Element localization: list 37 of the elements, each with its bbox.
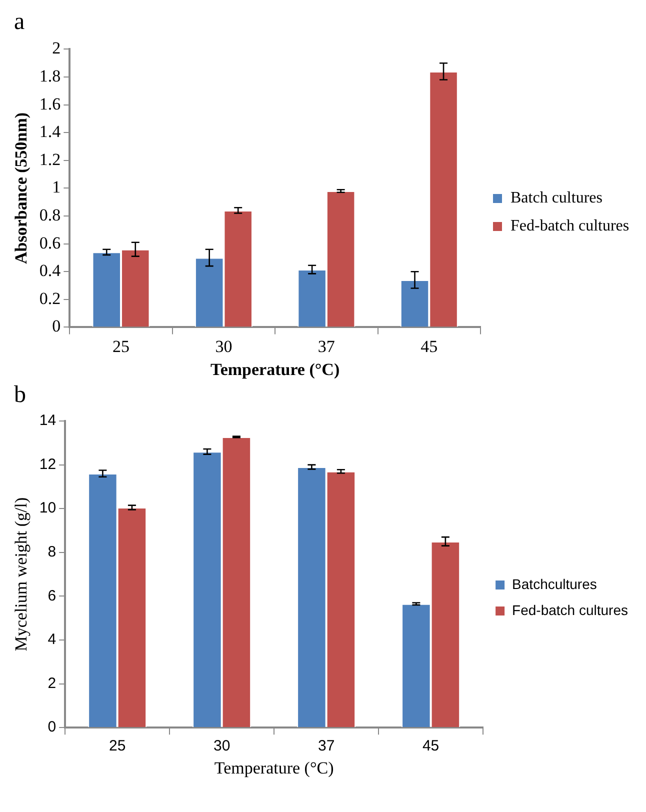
legend-label: Fed-batch cultures — [510, 218, 630, 235]
x-tick-label: 45 — [422, 738, 440, 755]
y-tick-label: 8 — [48, 544, 56, 561]
x-tick-label: 30 — [215, 336, 232, 356]
x-tick-label: 37 — [318, 738, 335, 755]
x-tick-label: 30 — [213, 738, 230, 755]
y-tick-label: 0.4 — [39, 261, 62, 280]
y-tick-label: 0.6 — [39, 233, 61, 252]
y-tick-label: 0.8 — [39, 205, 61, 224]
y-axis-title: Absorbance (550nm) — [12, 112, 31, 264]
x-tick-label: 25 — [112, 336, 130, 356]
y-tick-label: 1.6 — [39, 94, 61, 114]
x-tick-label: 25 — [108, 738, 126, 755]
legend-label: Fed-batch cultures — [512, 602, 628, 618]
y-tick-label: 4 — [48, 631, 56, 648]
y-tick-label: 1.8 — [39, 66, 61, 86]
chart-title: b — [14, 381, 27, 409]
y-tick-label: 1.4 — [39, 122, 62, 142]
y-tick-label: 1 — [52, 178, 61, 197]
y-tick-label: 0 — [52, 316, 61, 336]
y-tick-label: 12 — [39, 456, 56, 473]
y-tick-label: 2 — [52, 38, 61, 58]
chart-title: a — [14, 8, 26, 36]
y-axis-title: Mycelium weight (g/l) — [12, 497, 31, 652]
x-tick-label: 37 — [318, 336, 336, 356]
y-tick-label: 0.2 — [39, 288, 61, 308]
y-tick-label: 6 — [48, 587, 56, 604]
x-tick-label: 45 — [420, 336, 438, 356]
legend-label: Batch cultures — [510, 190, 602, 207]
x-axis-title: Temperature (°C) — [214, 758, 334, 778]
y-tick-label: 14 — [39, 412, 56, 430]
y-tick-label: 10 — [39, 500, 56, 517]
x-axis-title: Temperature (°C) — [210, 360, 340, 380]
y-tick-label: 0 — [48, 718, 56, 736]
y-tick-label: 1.2 — [39, 150, 61, 169]
y-tick-label: 2 — [48, 674, 56, 692]
legend-label: Batchcultures — [512, 576, 597, 592]
